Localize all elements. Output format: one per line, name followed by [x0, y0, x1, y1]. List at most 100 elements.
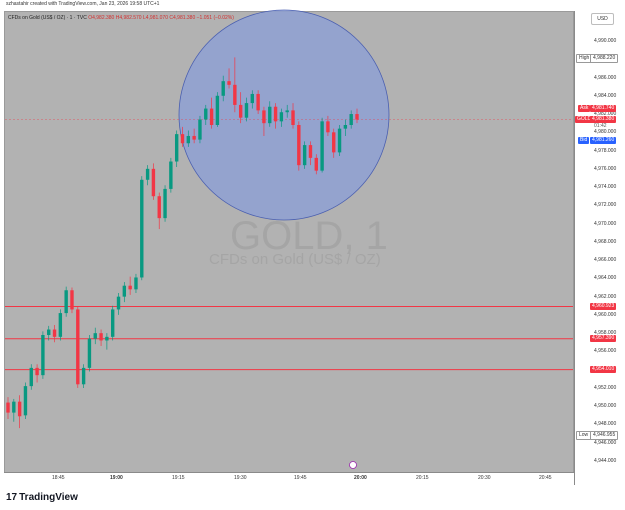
price-tick-label: 4,976.000 — [594, 165, 617, 172]
price-axis[interactable] — [574, 11, 619, 485]
price-tick-label: 4,950.000 — [594, 403, 617, 410]
brand-name: TradingView — [19, 492, 78, 503]
time-tick-label: 20:30 — [478, 475, 491, 481]
bid-value-tag: 4,981.260 — [590, 137, 617, 145]
price-tick-label: 4,990.000 — [594, 38, 617, 44]
circle-drawing — [178, 9, 390, 221]
candle-body — [227, 81, 231, 85]
candle-body — [250, 93, 254, 104]
candle-body — [302, 145, 307, 166]
candle-body — [116, 296, 121, 310]
candle-body — [29, 367, 33, 387]
ask-label: Ask — [578, 105, 591, 113]
candle-body — [64, 290, 68, 314]
candle-body — [192, 135, 196, 140]
candle-body — [215, 95, 220, 125]
candle-body — [320, 121, 324, 171]
hline-price-tag: 4,957.390 — [590, 335, 617, 343]
gold-value-tag: 4,981.380 — [590, 116, 617, 124]
candle-body — [186, 135, 191, 144]
candle-body — [279, 112, 284, 122]
candle-body — [244, 103, 249, 118]
candle-body — [349, 114, 353, 125]
candle-body — [81, 367, 86, 385]
candle-body — [47, 329, 51, 335]
candle-body — [297, 125, 301, 166]
price-tick-label: 4,984.000 — [594, 92, 617, 99]
candle-body — [70, 290, 74, 310]
candle-body — [209, 108, 214, 125]
candle-body — [326, 121, 330, 133]
price-tick-label: 4,986.000 — [594, 74, 617, 81]
symbol-legend[interactable]: CFDs on Gold (US$ / OZ) · 1 · TVC O4,982… — [8, 15, 234, 21]
price-tick-label: 4,972.000 — [594, 202, 617, 209]
candle-body — [204, 108, 208, 120]
candle-body — [256, 93, 260, 111]
price-tick-label: 4,956.000 — [594, 348, 617, 355]
hline-price-tag: 4,960.923 — [590, 302, 617, 310]
time-tick-label: 20:15 — [416, 475, 429, 481]
price-tick-label: 4,980.000 — [594, 129, 617, 136]
candle-body — [105, 336, 109, 341]
candle-body — [157, 196, 161, 219]
watermark-ticker: GOLD, 1 — [230, 214, 388, 258]
candle-body — [87, 338, 92, 368]
symbol-title[interactable]: CFDs on Gold (US$ / OZ) · 1 · TVC — [8, 15, 87, 21]
candle-body — [58, 313, 63, 337]
price-tick-label: 4,964.000 — [594, 275, 617, 282]
ohlc-values: O4,982.380 H4,982.570 L4,981.070 C4,981.… — [88, 15, 234, 21]
candle-body — [140, 179, 144, 278]
candle-body — [151, 168, 156, 197]
candle-body — [308, 145, 313, 158]
time-tick-label: 18:45 — [52, 475, 65, 481]
price-tick-label: 4,974.000 — [594, 184, 617, 191]
price-tick-label: 4,966.000 — [594, 257, 617, 264]
candle-body — [41, 335, 45, 376]
candle-body — [122, 285, 127, 297]
candle-body — [163, 188, 167, 219]
candle-body — [111, 309, 115, 337]
candle-body — [233, 84, 237, 105]
candle-body — [174, 134, 179, 162]
price-tick-label: 4,970.000 — [594, 220, 617, 227]
candle-body — [314, 157, 318, 171]
candle-body — [93, 333, 97, 339]
candle-body — [52, 329, 57, 337]
candle-body — [12, 401, 16, 413]
candle-body — [285, 110, 289, 113]
candle-body — [355, 114, 359, 120]
candle-body — [99, 333, 103, 341]
time-tick-label: 19:00 — [110, 475, 123, 481]
candle-body — [134, 277, 138, 290]
candle-body — [23, 386, 28, 416]
bid-label: Bid — [578, 137, 590, 145]
time-tick-label: 19:30 — [234, 475, 247, 481]
price-tick-label: 4,946.000 — [594, 439, 617, 446]
candle-body — [17, 401, 22, 417]
countdown-label: 01:42 — [594, 122, 607, 129]
time-tick-label: 20:45 — [539, 475, 552, 481]
candle-body — [169, 161, 173, 189]
candle-body — [198, 119, 202, 140]
candle-body — [128, 285, 132, 290]
currency-button[interactable]: USD — [591, 13, 614, 25]
price-tick-label: 4,952.000 — [594, 384, 617, 391]
hline-price-tag: 4,954.010 — [590, 366, 617, 374]
time-tick-label: 19:15 — [172, 475, 185, 481]
snapshot-credit: szhastahir created with TradingView.com,… — [6, 1, 160, 7]
candle-body — [337, 128, 342, 153]
ask-value-tag: 4,981.740 — [590, 105, 617, 113]
time-axis[interactable] — [4, 472, 574, 485]
low-label: Low — [576, 430, 592, 440]
candle-body — [273, 106, 278, 122]
candle-body — [262, 110, 266, 124]
price-tick-label: 4,962.000 — [594, 293, 617, 300]
candle-body — [332, 132, 336, 153]
candle-body — [76, 309, 80, 385]
candle-body — [145, 168, 150, 180]
brand-logo: 17 TradingView — [6, 492, 78, 503]
price-tick-label: 4,978.000 — [594, 147, 617, 154]
candle-body — [35, 367, 39, 376]
